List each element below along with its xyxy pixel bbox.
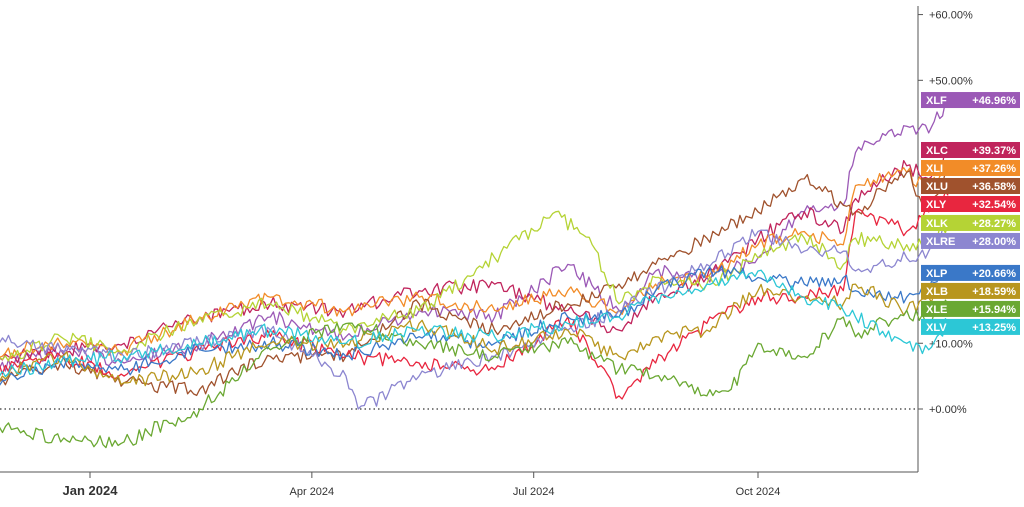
series-line-xle <box>0 299 949 449</box>
series-name: XLK <box>926 218 948 230</box>
x-tick-label: Jul 2024 <box>513 486 555 498</box>
series-label-xlk: XLK +28.27% <box>921 214 1020 231</box>
series-label-xlv: XLV +13.25% <box>921 318 1020 335</box>
series-label-box <box>921 214 1020 231</box>
series-lines <box>0 99 949 449</box>
series-label-xlu: XLU +36.58% <box>921 177 1020 194</box>
series-value: +18.59% <box>972 286 1016 298</box>
series-label-box <box>921 92 1020 109</box>
series-value: +36.58% <box>972 181 1016 193</box>
series-label-box <box>921 159 1020 176</box>
series-line-xli <box>0 163 949 360</box>
series-label-xlre: XLRE +28.00% <box>921 232 1020 249</box>
series-label-box <box>921 300 1020 317</box>
series-label-box <box>921 232 1020 249</box>
series-label-box <box>921 141 1020 158</box>
series-label-box <box>921 264 1020 281</box>
x-tick-label: Oct 2024 <box>736 486 781 498</box>
x-tick-label: Apr 2024 <box>290 486 335 498</box>
series-value: +32.54% <box>972 199 1016 211</box>
series-value: +28.27% <box>972 218 1016 230</box>
series-name: XLI <box>926 163 943 175</box>
y-tick-label: +50.00% <box>929 75 973 87</box>
series-label-xlp: XLP +20.66% <box>921 264 1020 281</box>
x-tick-label: Jan 2024 <box>63 483 119 498</box>
series-line-xly <box>0 191 949 400</box>
series-line-xlp <box>0 265 949 386</box>
series-label-xlc: XLC +39.37% <box>921 141 1020 158</box>
series-value: +46.96% <box>972 95 1016 107</box>
series-line-xlb <box>0 283 949 387</box>
x-axis-ticks: Jan 2024 Apr 2024 Jul 2024 Oct 2024 <box>63 472 781 498</box>
series-line-xlf <box>0 99 949 372</box>
series-label-xlf: XLF +46.96% <box>921 92 1020 109</box>
series-line-xlu <box>0 167 949 397</box>
y-tick-label: +60.00% <box>929 10 973 22</box>
series-label-xle: XLE +15.94% <box>921 300 1020 317</box>
series-name: XLE <box>926 304 947 316</box>
y-axis-ticks: +0.00% +10.00% +50.00% +60.00% <box>918 10 973 416</box>
series-value: +39.37% <box>972 145 1016 157</box>
series-value: +37.26% <box>972 163 1016 175</box>
series-name: XLY <box>926 199 947 211</box>
series-label-xli: XLI +37.26% <box>921 159 1020 176</box>
series-name: XLC <box>926 145 948 157</box>
series-labels: XLF +46.96% XLC +39.37% XLI +37.26% XLU +36.58%… <box>921 92 1020 335</box>
series-line-xlv <box>0 269 949 378</box>
series-name: XLB <box>926 286 948 298</box>
y-tick-label: +10.00% <box>929 338 973 350</box>
series-name: XLF <box>926 95 947 107</box>
series-label-box <box>921 318 1020 335</box>
series-name: XLP <box>926 268 947 280</box>
series-label-box <box>921 177 1020 194</box>
series-value: +20.66% <box>972 268 1016 280</box>
y-tick-label: +0.00% <box>929 404 967 416</box>
series-name: XLV <box>926 322 947 334</box>
series-value: +28.00% <box>972 236 1016 248</box>
series-value: +15.94% <box>972 304 1016 316</box>
series-label-xly: XLY +32.54% <box>921 195 1020 212</box>
series-line-xlre <box>0 224 949 410</box>
series-label-box <box>921 282 1020 299</box>
series-label-xlb: XLB +18.59% <box>921 282 1020 299</box>
series-label-box <box>921 195 1020 212</box>
series-name: XLU <box>926 181 948 193</box>
series-name: XLRE <box>926 236 955 248</box>
series-value: +13.25% <box>972 322 1016 334</box>
